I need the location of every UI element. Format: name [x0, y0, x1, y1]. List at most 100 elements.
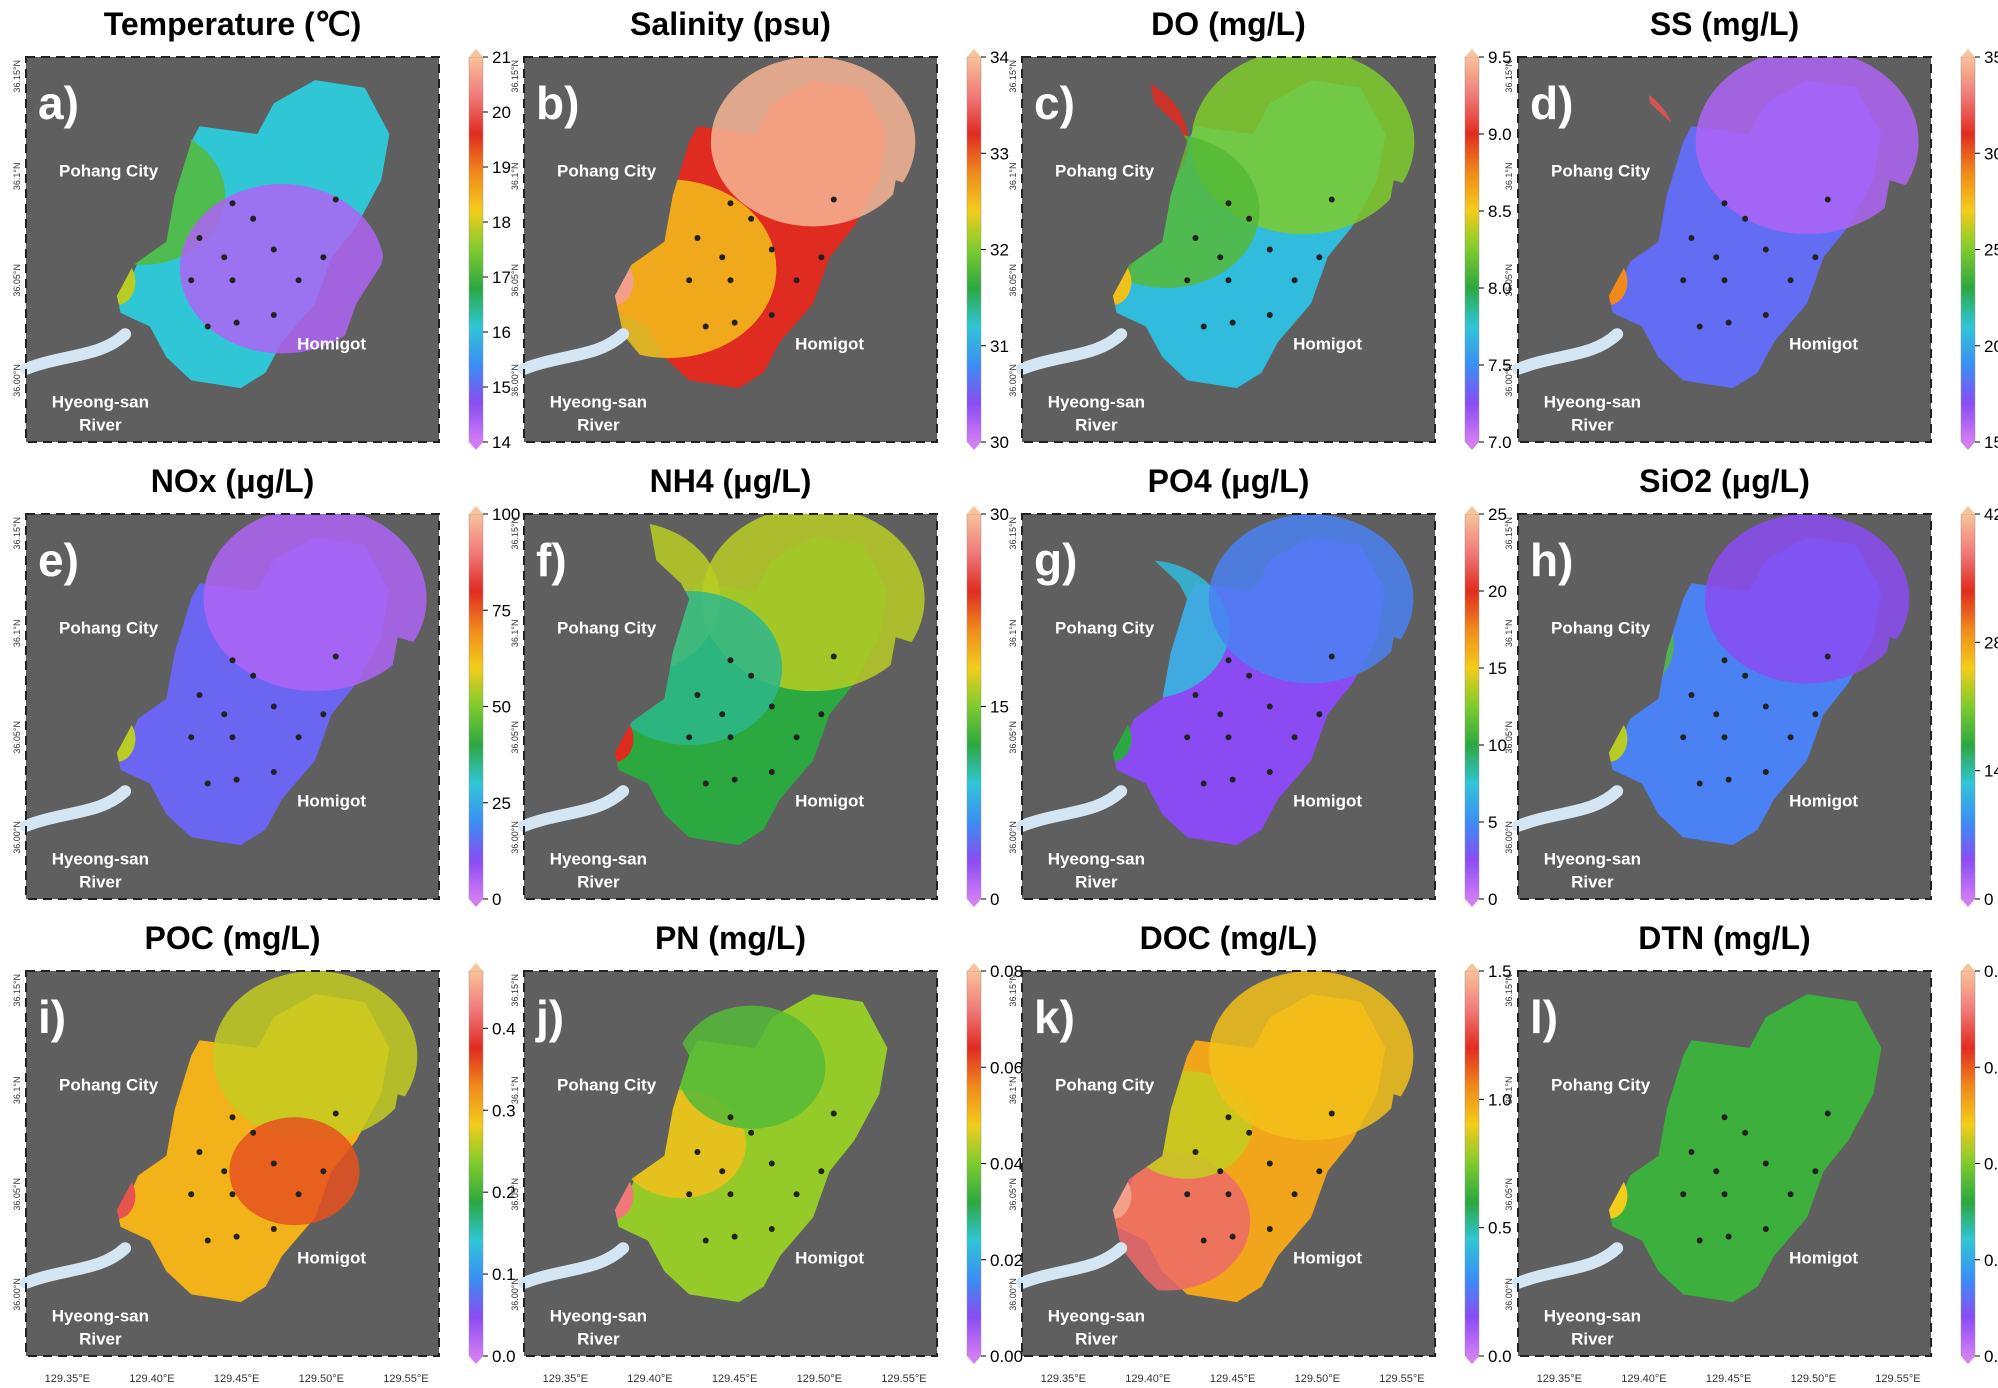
- colorbar-tick-label: 30: [990, 433, 1009, 452]
- y-tick-label: 36.15°N: [1008, 60, 1018, 93]
- colorbar-tick-label: 31: [990, 337, 1009, 356]
- y-tick-label: 36.00°N: [1008, 1278, 1018, 1311]
- station-dot: [1742, 215, 1749, 222]
- station-dot: [1787, 734, 1794, 741]
- panel-i: POC (mg/L) i) Pohang City Homigot Hyeong-san…: [12, 920, 516, 1385]
- colorbar-tick-label: 10: [1488, 736, 1507, 755]
- station-dot: [229, 277, 236, 284]
- colorbar-cap-top: [1961, 49, 1975, 57]
- label-river: River: [1075, 415, 1118, 434]
- colorbar-cap-bottom: [967, 899, 981, 907]
- colorbar-tick-label: 25: [492, 794, 511, 813]
- station-dot: [731, 1233, 738, 1240]
- station-dot: [1229, 319, 1236, 326]
- station-dot: [1328, 1110, 1335, 1117]
- colorbar-cap-bottom: [469, 899, 483, 907]
- river: [20, 328, 132, 375]
- colorbar-tick-label: 140: [1984, 762, 1998, 781]
- x-tick-label: 129.55°E: [1875, 1373, 1920, 1385]
- station-dot: [719, 1168, 726, 1175]
- station-dot: [1266, 246, 1273, 253]
- map-frame: [523, 56, 938, 443]
- river: [20, 785, 132, 832]
- x-tick-label: 129.50°E: [1791, 1373, 1836, 1385]
- label-hyeong-san: Hyeong-san: [550, 392, 647, 411]
- station-dot: [1762, 1160, 1769, 1167]
- station-dot: [295, 277, 302, 284]
- panel-title: NOx (μg/L): [151, 463, 315, 499]
- x-tick-label: 129.55°E: [383, 1373, 428, 1385]
- colorbar: [468, 970, 484, 1357]
- colorbar-tick-label: 15: [990, 698, 1009, 717]
- station-dot: [686, 734, 693, 741]
- river: [1512, 785, 1624, 832]
- station-dot: [204, 1237, 211, 1244]
- station-dot: [270, 311, 277, 318]
- y-tick-label: 36.05°N: [12, 264, 22, 297]
- panel-a: Temperature (℃) a) Pohang City Homigot Hyeon…: [12, 6, 511, 452]
- station-dot: [1688, 234, 1695, 241]
- colorbar-cap-top: [1465, 963, 1479, 971]
- map-frame: [1021, 56, 1436, 443]
- x-tick-label: 129.35°E: [1041, 1373, 1086, 1385]
- colorbar-tick-label: 8.0: [1488, 279, 1512, 298]
- panel-letter: b): [536, 77, 579, 129]
- x-tick-label: 129.40°E: [129, 1373, 174, 1385]
- station-dot: [1266, 703, 1273, 710]
- river: [1016, 785, 1128, 832]
- station-dot: [818, 711, 825, 718]
- label-pohang-city: Pohang City: [1055, 618, 1155, 637]
- y-tick-label: 36.00°N: [510, 364, 520, 397]
- station-dot: [295, 1191, 302, 1198]
- station-dot: [1246, 672, 1253, 679]
- station-dot: [188, 734, 195, 741]
- colorbar-tick-label: 0.06: [990, 1058, 1023, 1077]
- label-pohang-city: Pohang City: [1551, 161, 1651, 180]
- panel-letter: i): [38, 991, 66, 1043]
- y-tick-label: 36.15°N: [12, 974, 22, 1007]
- panel-title: Salinity (psu): [630, 6, 831, 42]
- east-land: [1815, 629, 1931, 899]
- station-dot: [1184, 1191, 1191, 1198]
- colorbar-tick-label: 25: [1488, 505, 1507, 524]
- label-homigot: Homigot: [795, 335, 864, 354]
- station-dot: [1713, 711, 1720, 718]
- panel-letter: a): [38, 77, 79, 129]
- colorbar-tick-label: 20: [1488, 582, 1507, 601]
- map-frame: [1517, 970, 1932, 1357]
- colorbar-tick-label: 0: [1488, 890, 1497, 909]
- station-dot: [748, 672, 755, 679]
- map-frame: [1517, 56, 1932, 443]
- label-hyeong-san: Hyeong-san: [1544, 849, 1641, 868]
- colorbar-cap-bottom: [1465, 899, 1479, 907]
- station-dot: [1762, 1225, 1769, 1232]
- station-dot: [768, 1225, 775, 1232]
- colorbar-tick-label: 0.1: [492, 1265, 516, 1284]
- station-dot: [686, 1191, 693, 1198]
- station-dot: [1680, 1191, 1687, 1198]
- colorbar-tick-label: 15: [1984, 433, 1998, 452]
- colorbar-tick-label: 33: [990, 144, 1009, 163]
- y-tick-label: 36.15°N: [12, 60, 22, 93]
- station-dot: [1680, 734, 1687, 741]
- east-land: [1815, 1086, 1931, 1356]
- station-dot: [1824, 653, 1831, 660]
- station-dot: [1291, 1191, 1298, 1198]
- label-homigot: Homigot: [1789, 1249, 1858, 1268]
- label-homigot: Homigot: [297, 1249, 366, 1268]
- west-land: [1518, 971, 1692, 1356]
- y-tick-label: 36.00°N: [1504, 364, 1514, 397]
- station-dot: [233, 776, 240, 783]
- label-pohang-city: Pohang City: [1055, 161, 1155, 180]
- x-tick-label: 129.50°E: [1295, 1373, 1340, 1385]
- y-tick-label: 36.00°N: [510, 821, 520, 854]
- station-dot: [1696, 323, 1703, 330]
- panel-c: DO (mg/L) c) Pohang City Homigot Hyeong-san R…: [1008, 6, 1512, 452]
- y-tick-label: 36.15°N: [1008, 517, 1018, 550]
- colorbar-tick-label: 0.3: [1984, 1058, 1998, 1077]
- station-dot: [1192, 234, 1199, 241]
- label-homigot: Homigot: [297, 792, 366, 811]
- station-dot: [818, 254, 825, 261]
- panel-b: Salinity (psu) b) Pohang City Homigot Hyeong…: [510, 6, 1009, 452]
